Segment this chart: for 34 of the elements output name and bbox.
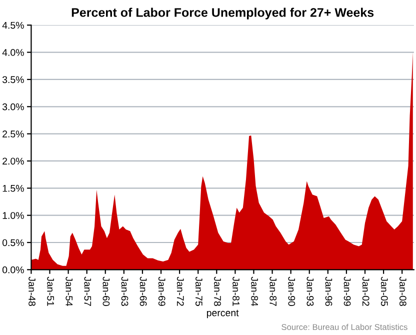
y-tick-label: 3.5%	[2, 76, 24, 84]
y-tick-label: 4.0%	[2, 49, 24, 56]
x-tick-label: Jan-60	[102, 276, 110, 306]
x-tick-label: Jan-54	[66, 276, 72, 306]
y-tick-label: 1.5%	[2, 184, 24, 192]
x-tick-label: Jan-72	[176, 276, 184, 306]
x-tick-label: Jan-48	[28, 276, 36, 306]
x-tick-label: Jan-84	[251, 276, 258, 306]
y-tick-label: 3.0%	[2, 103, 24, 110]
y-tick-label: 2.5%	[2, 130, 24, 138]
x-tick-label: Jan-69	[158, 276, 166, 306]
x-tick-label: Jan-51	[47, 276, 54, 306]
x-tick-label: Jan-87	[270, 276, 277, 306]
x-tick-label: Jan-75	[195, 276, 202, 306]
x-tick-label: Jan-08	[399, 276, 406, 306]
y-tick-label: 4.5%	[2, 22, 24, 29]
y-tick-label: 2.0%	[2, 158, 24, 165]
y-tick-label: 0.0%	[2, 266, 24, 274]
x-tick-label: Jan-57	[84, 276, 92, 306]
y-tick-label: 1.0%	[2, 212, 24, 219]
y-tick-label: 0.5%	[2, 239, 24, 246]
x-tick-label: Jan-63	[121, 276, 128, 306]
x-tick-label: Jan-02	[362, 276, 370, 306]
x-tick-label: Jan-93	[306, 276, 314, 306]
x-tick-label: Jan-90	[288, 276, 296, 306]
x-tick-label: Jan-99	[344, 276, 351, 306]
x-tick-label: Jan-78	[214, 276, 221, 306]
chart-title: Percent of Labor Force Unemployed for 27+ Weeks	[72, 8, 374, 20]
source-note: Source: Bureau of Labor Statistics	[282, 324, 408, 330]
x-tick-label: Jan-66	[140, 276, 147, 306]
x-axis-title: percent	[206, 310, 239, 318]
x-tick-label: Jan-96	[325, 276, 332, 306]
x-tick-label: Jan-05	[380, 276, 388, 306]
x-tick-label: Jan-81	[232, 276, 240, 306]
